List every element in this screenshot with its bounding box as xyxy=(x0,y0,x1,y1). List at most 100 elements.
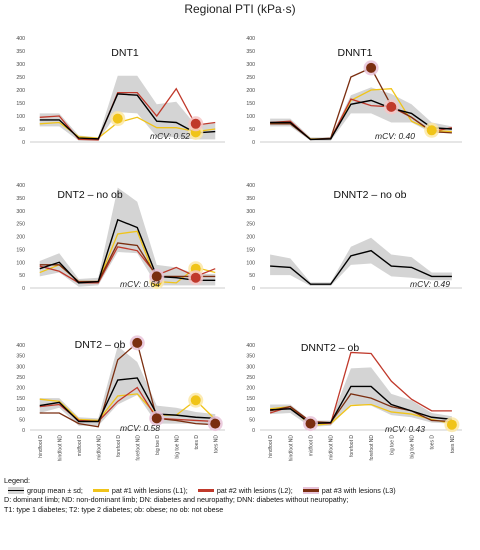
y-tick-label: 100 xyxy=(246,407,255,413)
legend-l1-label: pat #1 with lesions (L1); xyxy=(111,485,188,495)
mcv-label: mCV: 0.52 xyxy=(150,131,190,141)
y-tick-label: 250 xyxy=(246,222,255,228)
lesion-marker-l3 xyxy=(366,62,377,73)
x-tick-label: big toe ND xyxy=(174,435,180,459)
series-line-l2 xyxy=(39,246,216,284)
y-tick-label: 200 xyxy=(246,235,255,241)
figure-title: Regional PTI (kPa·s) xyxy=(184,2,296,16)
chart-title: DNT2 – no ob xyxy=(57,189,123,201)
mcv-label: mCV: 0.43 xyxy=(385,424,425,434)
y-tick-label: 250 xyxy=(16,222,25,228)
x-tick-label: big toe D xyxy=(389,435,395,455)
mean-line xyxy=(270,385,452,425)
chart-title: DNNT2 – no ob xyxy=(334,189,407,201)
lesion-marker-l3 xyxy=(210,418,221,429)
x-tick-label: toes ND xyxy=(450,435,456,453)
lesion-marker-l1 xyxy=(112,113,123,124)
y-tick-label: 150 xyxy=(246,101,255,107)
series-line-l3 xyxy=(269,393,452,424)
y-tick-label: 300 xyxy=(16,364,25,370)
mean-line xyxy=(39,377,216,423)
chart-title: DNNT1 xyxy=(337,47,372,59)
y-tick-label: 100 xyxy=(16,407,25,413)
legend-l2-label: pat #2 with lesions (L2); xyxy=(216,485,293,495)
x-tick-label: midfoot D xyxy=(77,435,83,457)
y-tick-label: 400 xyxy=(246,183,255,189)
y-tick-label: 400 xyxy=(16,36,25,42)
legend: Legend: group mean ± sd; pat #1 with les… xyxy=(4,476,476,514)
lesion-marker-l2 xyxy=(190,272,201,283)
series-line-l2 xyxy=(39,87,216,141)
sd-band xyxy=(39,187,216,287)
y-tick-label: 350 xyxy=(16,49,25,55)
x-tick-label: midfoot D xyxy=(309,435,315,457)
y-tick-label: 0 xyxy=(22,140,25,146)
y-tick-label: 400 xyxy=(16,343,25,349)
y-tick-label: 350 xyxy=(16,196,25,202)
mcv-label: mCV: 0.40 xyxy=(375,131,415,141)
y-tick-label: 300 xyxy=(246,364,255,370)
y-tick-label: 50 xyxy=(249,417,255,423)
x-tick-label: midfoot ND xyxy=(329,435,335,460)
chart-title: DNT1 xyxy=(111,47,139,59)
y-tick-label: 50 xyxy=(249,127,255,133)
mean-line xyxy=(39,218,216,284)
x-tick-label: hindfoot ND xyxy=(288,435,294,462)
y-tick-label: 350 xyxy=(246,49,255,55)
y-tick-label: 300 xyxy=(246,209,255,215)
x-tick-label: forefoot D xyxy=(116,435,122,457)
y-tick-label: 50 xyxy=(249,273,255,279)
y-tick-label: 250 xyxy=(16,75,25,81)
y-tick-label: 0 xyxy=(22,286,25,292)
lesion-marker-l3 xyxy=(305,418,316,429)
y-tick-label: 0 xyxy=(252,286,255,292)
y-tick-label: 400 xyxy=(16,183,25,189)
y-tick-label: 150 xyxy=(16,101,25,107)
y-tick-label: 150 xyxy=(16,247,25,253)
y-tick-label: 0 xyxy=(252,428,255,434)
lesion-marker-l1 xyxy=(190,395,201,406)
y-tick-label: 200 xyxy=(16,386,25,392)
y-tick-label: 100 xyxy=(246,114,255,120)
legend-note-groups: T1: type 1 diabetes; T2: type 2 diabetes… xyxy=(4,504,224,514)
lesion-marker-l1 xyxy=(446,419,457,430)
y-tick-label: 0 xyxy=(252,140,255,146)
y-tick-label: 300 xyxy=(16,62,25,68)
l2-swatch-icon xyxy=(197,487,214,494)
mean-sd-swatch-icon xyxy=(8,486,24,494)
y-tick-label: 250 xyxy=(246,75,255,81)
series-line-l3 xyxy=(39,341,216,428)
x-tick-label: toes D xyxy=(194,435,200,450)
legend-l3-label: pat #3 with lesions (L3) xyxy=(321,485,396,495)
x-tick-label: big toe D xyxy=(155,435,161,455)
legend-series-row: group mean ± sd; pat #1 with lesions (L1… xyxy=(4,486,476,496)
y-tick-label: 200 xyxy=(16,235,25,241)
mcv-label: mCV: 0.58 xyxy=(120,423,160,433)
mcv-label: mCV: 0.49 xyxy=(410,279,450,289)
y-tick-label: 400 xyxy=(246,343,255,349)
y-tick-label: 50 xyxy=(19,417,25,423)
y-tick-label: 100 xyxy=(16,114,25,120)
sd-band xyxy=(270,237,452,286)
x-tick-label: midfoot ND xyxy=(96,435,102,460)
sd-band xyxy=(270,367,452,427)
y-tick-label: 350 xyxy=(246,354,255,360)
lesion-marker-l3 xyxy=(151,271,162,282)
y-tick-label: 300 xyxy=(246,62,255,68)
y-tick-label: 250 xyxy=(16,375,25,381)
x-tick-label: forefoot ND xyxy=(369,435,375,461)
l1-swatch-icon xyxy=(92,487,109,494)
y-tick-label: 150 xyxy=(16,396,25,402)
x-tick-label: forefoot D xyxy=(349,435,355,457)
x-tick-label: forefoot ND xyxy=(135,435,141,461)
y-tick-label: 300 xyxy=(16,209,25,215)
lesion-marker-l2 xyxy=(190,118,201,129)
mean-line xyxy=(270,99,452,141)
y-tick-label: 200 xyxy=(246,88,255,94)
y-tick-label: 100 xyxy=(16,260,25,266)
sd-band xyxy=(270,87,452,141)
x-tick-label: toes ND xyxy=(213,435,219,453)
y-tick-label: 50 xyxy=(19,127,25,133)
mean-line xyxy=(270,249,452,285)
